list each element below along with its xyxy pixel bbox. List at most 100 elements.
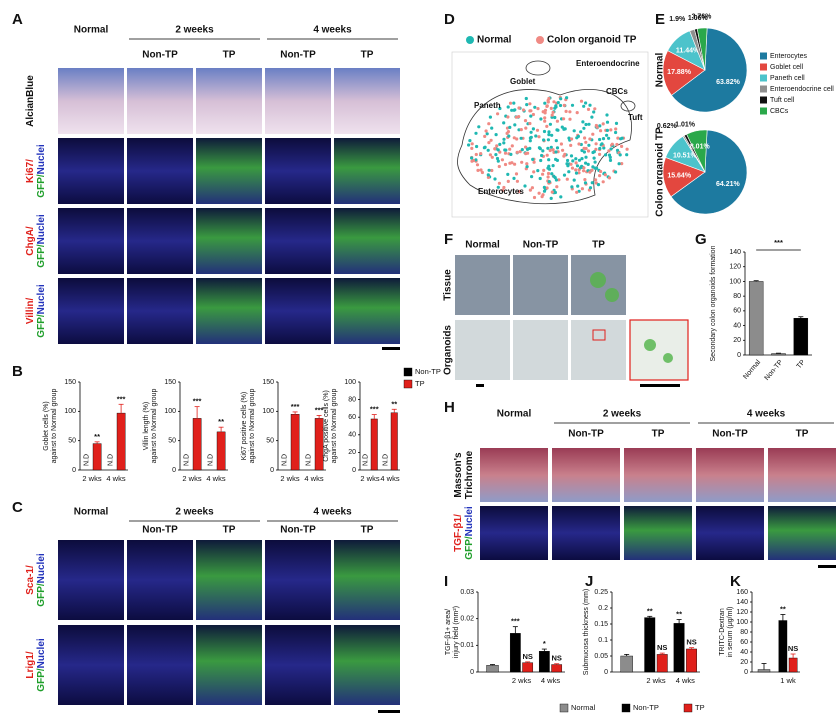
cell-dot	[615, 142, 619, 147]
cell-dot	[594, 181, 598, 185]
cell-dot	[525, 162, 529, 166]
value-label: 15.64%	[667, 172, 692, 179]
cell-dot	[531, 127, 536, 131]
significance-label: ***	[291, 402, 300, 411]
cell-dot	[549, 106, 553, 110]
cell-dot	[562, 117, 566, 121]
cell-dot	[540, 195, 544, 199]
cell-dot	[502, 121, 506, 125]
x-tick-label: 2 wks	[82, 474, 101, 483]
cell-dot	[542, 185, 547, 189]
cell-dot	[496, 185, 500, 189]
cell-dot	[470, 146, 474, 150]
cell-dot	[550, 172, 554, 176]
legend-label: Normal	[571, 703, 596, 712]
y-tick-label: 100	[64, 408, 76, 415]
cell-dot	[555, 119, 560, 123]
cell-dot	[592, 110, 596, 114]
group-header: 4 weeks	[747, 409, 786, 420]
cell-dot	[563, 152, 567, 156]
cell-dot	[590, 168, 594, 172]
cell-dot	[507, 134, 511, 138]
significance-label: NS	[686, 638, 696, 647]
y-tick-label: 0.01	[460, 642, 474, 649]
cell-dot	[541, 110, 545, 114]
y-axis-label: Submucosa thickness (mm)	[583, 589, 590, 675]
y-tick-label: 0	[744, 669, 748, 676]
row-label: GFP/Nuclei	[464, 506, 475, 560]
cell-dot	[567, 170, 571, 174]
row-label-part: Villin/	[25, 298, 36, 325]
cell-dot	[513, 108, 517, 112]
y-tick-label: 0.2	[598, 605, 608, 612]
row-label-part: Nuclei	[36, 214, 47, 244]
y-tick-label: 0.25	[594, 589, 608, 596]
cell-dot	[598, 174, 602, 178]
x-tick-label: Non-TP	[764, 359, 785, 382]
organoid	[605, 288, 619, 302]
x-tick-label: 2 wks	[646, 676, 665, 685]
cell-dot	[523, 119, 528, 123]
value-label: N.D	[282, 454, 289, 466]
value-label: N.D	[84, 454, 91, 466]
value-label: 8.01%	[690, 143, 711, 150]
y-tick-label: 0	[72, 467, 76, 474]
significance-label: **	[676, 610, 682, 619]
row-label: GFP/Nuclei	[36, 284, 47, 338]
cell-dot	[591, 132, 595, 136]
column-header: TP	[796, 429, 809, 440]
column-header: Non-TP	[568, 429, 604, 440]
cell-dot	[607, 136, 611, 140]
bar	[788, 657, 798, 673]
cell-dot	[536, 107, 540, 111]
value-label: N.D	[383, 454, 390, 466]
legend-swatch	[760, 52, 767, 60]
cell-dot	[620, 162, 624, 166]
cell-dot	[506, 179, 510, 183]
cell-dot	[498, 150, 502, 154]
cell-dot	[542, 129, 547, 134]
x-tick-label: 2 wks	[182, 474, 201, 483]
cell-dot	[599, 169, 603, 174]
cell-dot	[474, 158, 478, 162]
column-header: TP	[592, 240, 605, 251]
cell-dot	[625, 153, 629, 157]
cell-dot	[590, 115, 594, 119]
cell-dot	[494, 153, 498, 157]
cell-dot	[554, 178, 559, 182]
bar	[192, 418, 202, 471]
x-tick-label: 4 wks	[541, 676, 560, 685]
cell-dot	[608, 155, 612, 159]
cell-dot	[553, 190, 558, 195]
value-label: N.D	[184, 454, 191, 466]
bar	[644, 617, 656, 673]
column-header: TP	[361, 50, 374, 61]
organoid	[644, 339, 656, 351]
row-label: Villin/	[25, 298, 36, 325]
y-tick-label: 0	[604, 669, 608, 676]
bar	[538, 651, 550, 673]
cell-dot	[614, 127, 618, 131]
cell-dot	[575, 111, 579, 115]
micrograph	[127, 138, 193, 204]
micrograph	[571, 320, 626, 380]
cell-dot	[479, 168, 483, 172]
column-header: Non-TP	[523, 240, 559, 251]
row-label-part: Masson's	[453, 452, 464, 498]
cell-dot	[559, 142, 564, 146]
row-label: Sca-1/	[25, 565, 36, 595]
cell-dot	[564, 109, 568, 113]
cell-dot	[583, 178, 587, 182]
cell-dot	[521, 108, 526, 112]
y-tick-label: 40	[348, 432, 356, 439]
legend-swatch	[760, 85, 767, 93]
cell-dot	[572, 129, 576, 133]
cell-dot	[588, 103, 592, 107]
cell-dot	[580, 157, 584, 161]
cell-dot	[487, 168, 491, 172]
cell-dot	[480, 170, 484, 175]
y-axis-label: Secondary colon organoids formation	[710, 245, 717, 361]
micrograph	[127, 68, 193, 134]
legend-label: TP	[695, 703, 705, 712]
bar	[551, 664, 563, 673]
